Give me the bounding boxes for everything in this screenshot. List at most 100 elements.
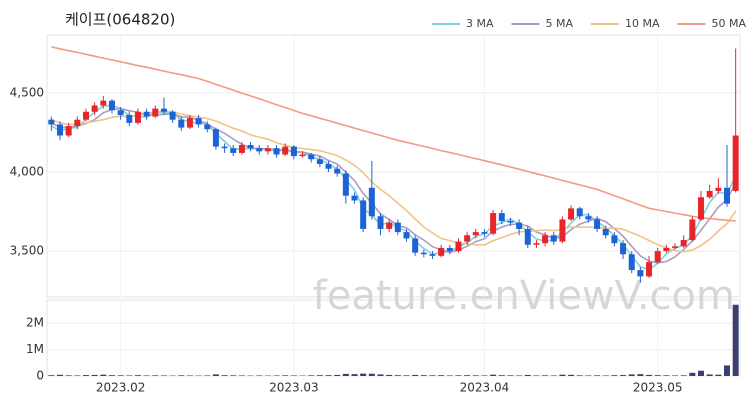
candle-body	[230, 148, 237, 153]
candle-body	[160, 108, 167, 112]
candle-body	[455, 241, 462, 252]
candle-body	[542, 235, 549, 244]
x-tick-label: 2023.03	[269, 381, 319, 395]
volume-bar	[568, 374, 575, 376]
volume-bar	[698, 370, 705, 376]
volume-bar	[732, 304, 739, 376]
volume-bar	[134, 375, 141, 376]
volume-bar	[715, 374, 722, 376]
candle-body	[724, 187, 731, 204]
volume-bar	[273, 375, 280, 376]
candle-body	[672, 246, 679, 248]
candle-body	[56, 124, 63, 136]
x-tick-label: 2023.05	[633, 381, 683, 395]
volume-bar	[620, 375, 627, 376]
volume-bar	[152, 375, 159, 376]
volume-bar	[325, 375, 332, 376]
volume-bar	[464, 375, 471, 376]
volume-bar	[490, 374, 497, 376]
candle-body	[186, 118, 193, 128]
candle-body	[282, 146, 289, 155]
volume-bar	[455, 375, 462, 376]
candle-body	[100, 100, 107, 106]
volume-bar	[420, 375, 427, 376]
candle-body	[637, 270, 644, 277]
candle-body	[689, 219, 696, 241]
volume-bar	[628, 374, 635, 376]
candle-body	[351, 195, 358, 201]
volume-bar	[221, 375, 228, 376]
volume-bar	[446, 375, 453, 376]
volume-bar	[290, 375, 297, 376]
volume-bar	[550, 375, 557, 376]
candle-body	[464, 235, 471, 242]
volume-bar	[438, 375, 445, 376]
volume-bar	[204, 375, 211, 376]
candle-body	[654, 251, 661, 263]
candle-body	[152, 108, 159, 117]
volume-bar	[65, 375, 72, 376]
volume-bar	[308, 375, 315, 376]
candle-body	[108, 100, 115, 111]
volume-bar	[386, 374, 393, 376]
candle-body	[524, 228, 531, 245]
volume-bar	[403, 375, 410, 376]
volume-bar	[559, 374, 566, 376]
candle-body	[472, 232, 479, 236]
candle-body	[204, 124, 211, 130]
x-tick-label: 2023.02	[96, 381, 146, 395]
candle-body	[533, 243, 540, 245]
candle-body	[299, 154, 306, 157]
volume-bar	[334, 374, 341, 376]
candle-body	[715, 187, 722, 191]
volume-bar	[91, 374, 98, 376]
legend-label: 50 MA	[712, 17, 747, 30]
y-tick-label: 1M	[26, 342, 44, 356]
volume-bar	[394, 375, 401, 376]
candle-body	[403, 232, 410, 239]
volume-bar	[256, 375, 263, 376]
volume-bar	[48, 375, 55, 376]
candle-body	[646, 262, 653, 277]
candle-body	[429, 254, 436, 256]
volume-bar	[74, 375, 81, 376]
volume-bar	[412, 374, 419, 376]
candle-body	[212, 129, 219, 147]
candle-body	[308, 154, 315, 160]
volume-bar	[100, 374, 107, 376]
candle-body	[74, 119, 81, 127]
candle-body	[507, 221, 514, 223]
legend-label: 3 MA	[466, 17, 494, 30]
volume-panel	[46, 299, 741, 377]
candle-body	[290, 146, 297, 157]
candle-body	[438, 247, 445, 256]
volume-bar	[498, 375, 505, 376]
chart-title: 케이프(064820)	[65, 11, 175, 29]
volume-bar	[472, 375, 479, 376]
candle-body	[559, 219, 566, 242]
candle-body	[446, 247, 453, 252]
candle-body	[386, 222, 393, 229]
volume-bar	[680, 375, 687, 376]
ma-line	[50, 107, 737, 264]
candle-body	[611, 235, 618, 244]
ma-line	[51, 46, 736, 222]
volume-bar	[516, 375, 523, 376]
candle-body	[264, 148, 271, 152]
volume-bar	[672, 375, 679, 376]
volume-bar	[611, 375, 618, 376]
volume-bar	[646, 374, 653, 376]
volume-bar	[160, 375, 167, 376]
candle-body	[48, 119, 55, 125]
volume-bar	[429, 375, 436, 376]
volume-bar	[706, 374, 713, 376]
volume-bar	[594, 375, 601, 376]
volume-bar	[507, 375, 514, 376]
candle-body	[65, 126, 72, 136]
candle-body	[680, 240, 687, 247]
candle-body	[178, 119, 185, 128]
volume-bar	[126, 375, 133, 376]
candle-body	[273, 148, 280, 155]
volume-bar	[481, 375, 488, 376]
